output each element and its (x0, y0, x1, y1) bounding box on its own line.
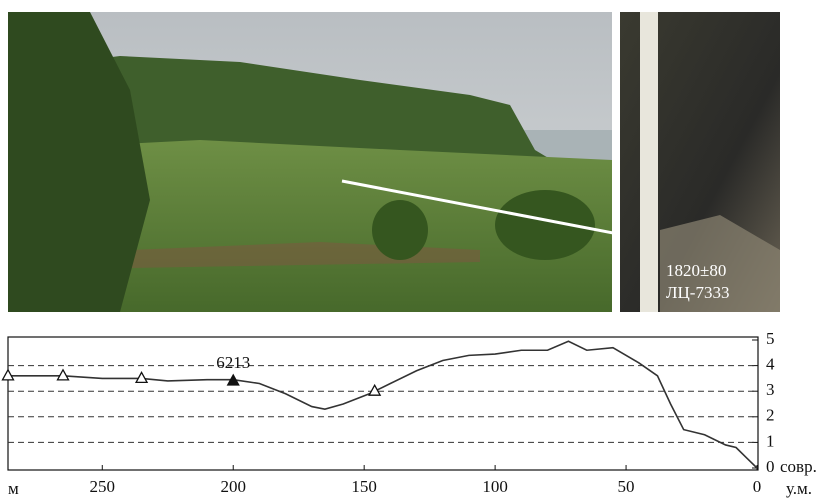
soil-photo: 1820±80 ЛЦ-7333 (620, 12, 780, 312)
y-tick-label: 1 (766, 431, 775, 450)
y-tick-label: 5 (766, 329, 775, 348)
y-tick-label: 2 (766, 406, 775, 425)
figure: 1820±80 ЛЦ-7333 м совр. у.м. 0 1 2 3 4 5 250 20… (0, 0, 834, 499)
y-tick-label: 0 (766, 457, 775, 476)
survey-marker (3, 370, 14, 380)
survey-marker (57, 370, 68, 380)
x-tick-label: 50 (618, 477, 635, 496)
marker-label: 6213 (216, 353, 250, 372)
x-tick-label: 200 (220, 477, 246, 496)
survey-marker (136, 372, 147, 382)
date-label: 1820±80 (666, 261, 726, 280)
profile-line (8, 341, 757, 468)
x-tick-label: 0 (753, 477, 762, 496)
landscape-photo (8, 12, 668, 312)
plot-frame (8, 337, 758, 470)
x-unit: м (8, 479, 19, 498)
y-unit-bottom: у.м. (786, 479, 812, 498)
x-tick-label: 100 (482, 477, 508, 496)
x-tick-label: 250 (90, 477, 116, 496)
x-tick-label: 150 (351, 477, 377, 496)
lab-code-label: ЛЦ-7333 (666, 283, 729, 302)
y-tick-label: 3 (766, 380, 775, 399)
y-unit-top: совр. (780, 457, 817, 476)
y-tick-label: 4 (766, 355, 775, 374)
